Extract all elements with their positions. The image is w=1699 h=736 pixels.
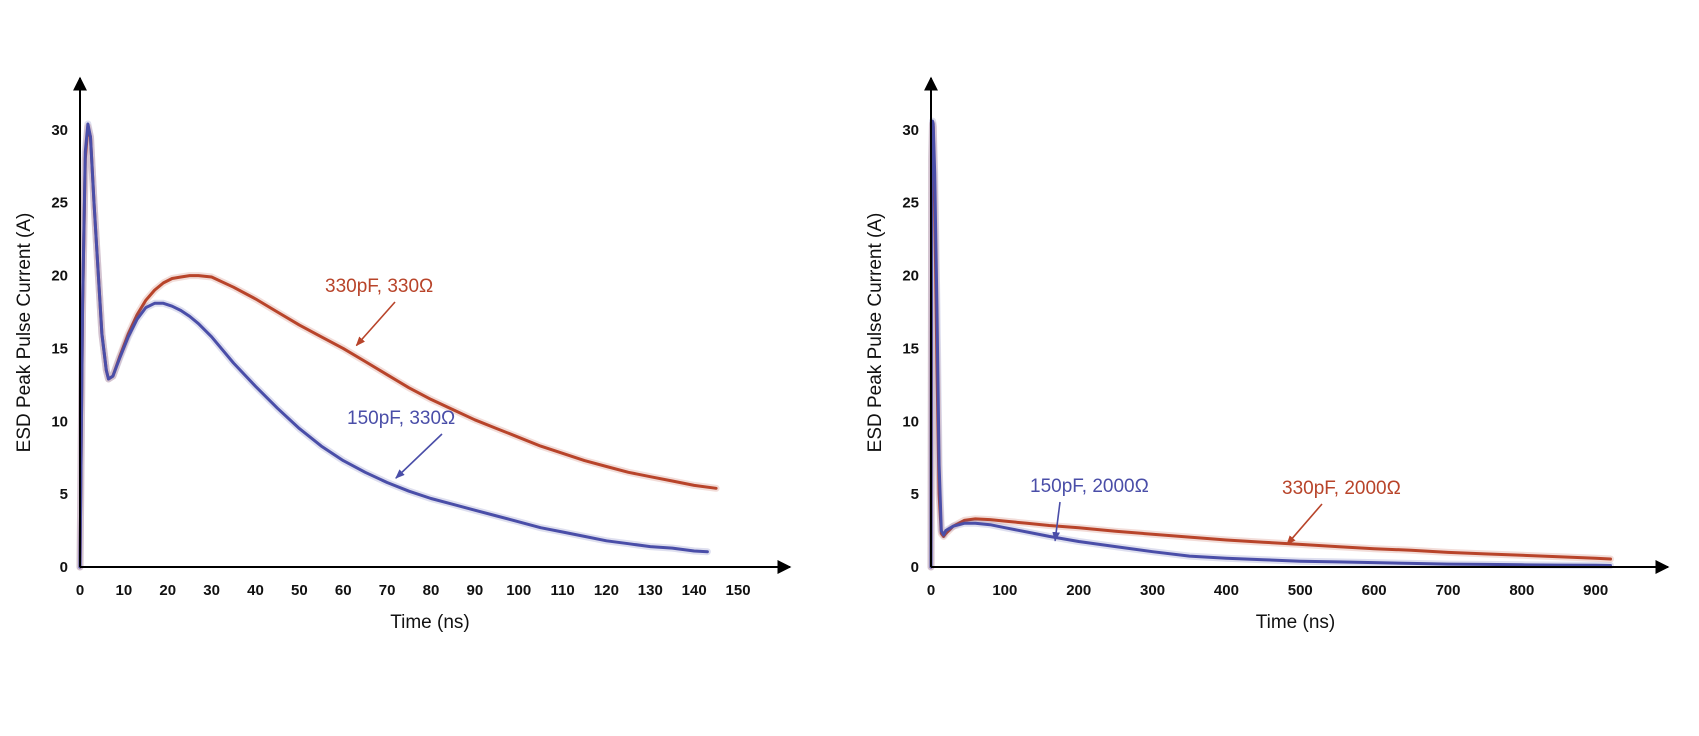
x-tick-label: 400: [1214, 582, 1239, 599]
x-tick-label: 0: [76, 582, 84, 599]
x-tick-label: 40: [247, 582, 264, 599]
y-axis-title: ESD Peak Pulse Current (A): [14, 213, 35, 453]
axes: [73, 76, 792, 574]
y-tick-label: 0: [60, 559, 68, 576]
series-glow-1: [927, 117, 1614, 571]
y-tick-label: 5: [60, 486, 68, 503]
chart-left: 0 10 20 30 40 50 60 70 80 90 100 110 120 130 140 150 0 5…: [14, 76, 792, 633]
y-tick-label: 30: [902, 122, 919, 139]
annotation-arrow: [1286, 503, 1323, 546]
y-tick-labels: 0 5 10 15 20 25 30: [902, 122, 919, 576]
x-tick-label: 500: [1288, 582, 1313, 599]
y-tick-label: 25: [902, 195, 919, 212]
x-tick-label: 80: [423, 582, 440, 599]
y-tick-label: 20: [902, 268, 919, 285]
series-glow-0: [927, 120, 1614, 571]
series-glow-1: [76, 120, 711, 571]
x-tick-label: 130: [638, 582, 663, 599]
annotation-arrow: [395, 433, 443, 479]
series-layer: [927, 117, 1614, 571]
x-tick-labels: 0 10 20 30 40 50 60 70 80 90 100 110 120 130 140 150: [76, 582, 751, 599]
y-tick-label: 15: [902, 340, 919, 357]
annotation-label: 330pF, 2000Ω: [1282, 478, 1401, 499]
x-tick-labels: 0 100 200 300 400 500 600 700 800 900: [927, 582, 1608, 599]
y-tick-label: 5: [911, 486, 919, 503]
x-tick-label: 100: [992, 582, 1017, 599]
x-axis-title: Time (ns): [390, 612, 470, 633]
y-tick-label: 15: [51, 340, 68, 357]
annotation-label: 330pF, 330Ω: [325, 276, 433, 297]
x-tick-label: 0: [927, 582, 935, 599]
x-tick-label: 100: [506, 582, 531, 599]
annotation-arrow: [355, 301, 396, 347]
x-tick-label: 300: [1140, 582, 1165, 599]
chart-right: 0 100 200 300 400 500 600 700 800 900 0 5 10 15 20 25 3…: [865, 76, 1670, 633]
series-line-150pf-2000-: [929, 119, 1612, 569]
annotation-label: 150pF, 330Ω: [347, 408, 455, 429]
y-tick-label: 10: [902, 413, 919, 430]
series-line-330pf-2000-: [929, 122, 1612, 569]
annotation-label: 150pF, 2000Ω: [1030, 476, 1149, 497]
x-tick-label: 110: [550, 582, 574, 599]
x-tick-label: 800: [1509, 582, 1534, 599]
x-tick-label: 30: [203, 582, 220, 599]
series-line-150pf-330-: [78, 122, 709, 569]
series-layer: [76, 120, 720, 571]
x-tick-label: 60: [335, 582, 352, 599]
annotation-arrow: [1052, 501, 1061, 542]
y-tick-label: 0: [911, 559, 919, 576]
y-tick-labels: 0 5 10 15 20 25 30: [51, 122, 68, 576]
y-tick-label: 30: [51, 122, 68, 139]
series-line-330pf-330-: [78, 125, 718, 569]
x-tick-label: 70: [379, 582, 396, 599]
x-tick-label: 120: [594, 582, 619, 599]
y-tick-label: 25: [51, 195, 68, 212]
x-tick-label: 10: [116, 582, 133, 599]
x-tick-label: 600: [1362, 582, 1387, 599]
series-glow-0: [76, 123, 720, 571]
y-tick-label: 10: [51, 413, 68, 430]
annotations: 330pF, 330Ω 150pF, 330Ω: [325, 276, 455, 479]
axes: [924, 76, 1670, 574]
x-tick-label: 90: [466, 582, 483, 599]
x-tick-label: 200: [1066, 582, 1091, 599]
annotations: 150pF, 2000Ω 330pF, 2000Ω: [1030, 476, 1401, 546]
y-axis-title: ESD Peak Pulse Current (A): [865, 213, 886, 453]
x-tick-label: 700: [1435, 582, 1460, 599]
x-tick-label: 20: [159, 582, 176, 599]
x-tick-label: 150: [726, 582, 751, 599]
x-tick-label: 140: [682, 582, 707, 599]
x-axis-title: Time (ns): [1256, 612, 1336, 633]
x-tick-label: 900: [1583, 582, 1608, 599]
x-tick-label: 50: [291, 582, 308, 599]
y-tick-label: 20: [51, 268, 68, 285]
